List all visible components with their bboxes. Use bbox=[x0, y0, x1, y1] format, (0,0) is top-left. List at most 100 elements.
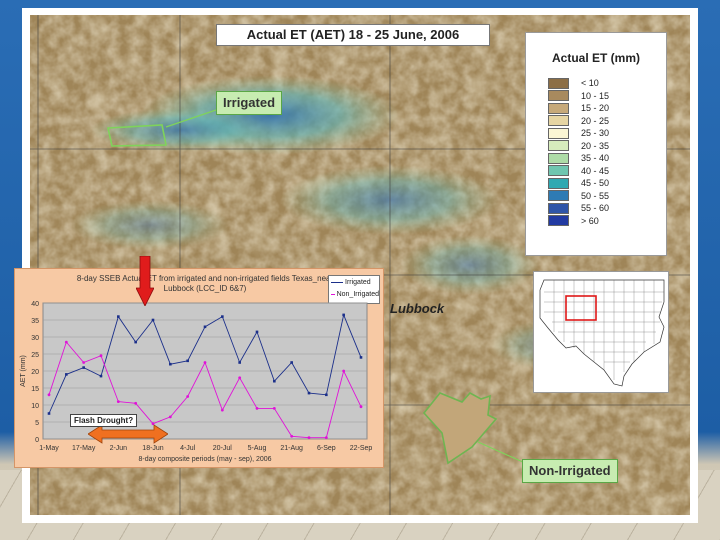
legend-swatch bbox=[548, 140, 569, 152]
chart-panel: 8-day SSEB Actual ET from irrigated and … bbox=[14, 268, 384, 468]
data-point bbox=[82, 366, 85, 369]
data-point bbox=[342, 369, 346, 373]
map-legend: Actual ET (mm) < 10 10 - 15 15 - 20 20 - 25… bbox=[525, 32, 667, 256]
x-tick-label: 21-Aug bbox=[280, 445, 303, 452]
legend-swatch bbox=[548, 152, 569, 164]
data-point bbox=[272, 407, 276, 410]
legend-label: 40 - 45 bbox=[581, 165, 610, 176]
legend-list: < 10 10 - 15 15 - 20 20 - 25 25 - 30 20 - 35 3… bbox=[548, 77, 609, 227]
x-tick-label: 2-Jun bbox=[110, 445, 128, 452]
map-title: Actual ET (AET) 18 - 25 June, 2006 bbox=[216, 24, 490, 46]
legend-label: 10 - 15 bbox=[581, 90, 610, 101]
legend-swatch bbox=[548, 202, 569, 214]
flash-drought-label: Flash Drought? bbox=[70, 414, 138, 427]
y-tick-label: 0 bbox=[35, 437, 39, 444]
y-tick-label: 25 bbox=[31, 352, 39, 359]
legend-irrigated: Irrigated bbox=[329, 276, 379, 288]
red-arrow-icon bbox=[136, 256, 154, 306]
legend-swatch bbox=[548, 215, 569, 227]
lubbock-label: Lubbock bbox=[390, 301, 445, 316]
legend-item: 20 - 35 bbox=[548, 140, 609, 153]
data-point bbox=[220, 408, 224, 412]
legend-label: 15 - 20 bbox=[581, 103, 610, 114]
data-point bbox=[255, 407, 259, 410]
x-tick-label: 1-May bbox=[39, 445, 59, 452]
chart-title: 8-day SSEB Actual ET from irrigated and … bbox=[76, 274, 334, 293]
data-point bbox=[117, 315, 120, 318]
legend-swatch bbox=[548, 115, 569, 127]
legend-swatch bbox=[548, 90, 569, 102]
data-point bbox=[255, 330, 259, 334]
legend-item: 10 - 15 bbox=[548, 90, 609, 103]
legend-label: 45 - 50 bbox=[581, 178, 610, 189]
data-point bbox=[134, 340, 137, 344]
data-point bbox=[238, 361, 241, 364]
legend-item: 35 - 40 bbox=[548, 152, 609, 165]
legend-label: 55 - 60 bbox=[581, 203, 610, 214]
legend-label: > 60 bbox=[581, 215, 599, 226]
legend-item: 15 - 20 bbox=[548, 102, 609, 115]
legend-item: 55 - 60 bbox=[548, 202, 609, 215]
data-point bbox=[186, 395, 190, 398]
legend-item: < 10 bbox=[548, 77, 609, 90]
y-axis-label: AET (mm) bbox=[20, 355, 27, 387]
data-point bbox=[290, 361, 293, 364]
x-tick-label: 18-Jun bbox=[142, 445, 164, 452]
data-point bbox=[359, 356, 363, 359]
data-point bbox=[186, 359, 189, 363]
y-tick-label: 15 bbox=[31, 386, 39, 393]
legend-swatch bbox=[548, 127, 569, 139]
data-point bbox=[116, 400, 120, 403]
data-point bbox=[168, 415, 172, 419]
irrigated-field bbox=[107, 124, 167, 147]
legend-label: < 10 bbox=[581, 78, 599, 89]
data-point bbox=[203, 325, 207, 329]
y-tick-label: 30 bbox=[31, 335, 39, 342]
y-tick-label: 40 bbox=[31, 301, 39, 308]
data-point bbox=[99, 374, 103, 378]
legend-label: 35 - 40 bbox=[581, 153, 610, 164]
x-tick-label: 4-Jul bbox=[180, 445, 196, 452]
x-tick-label: 20-Jul bbox=[213, 445, 233, 452]
legend-item: > 60 bbox=[548, 215, 609, 228]
data-point bbox=[359, 405, 363, 409]
legend-non-irrigated: Non_Irrigated bbox=[329, 288, 379, 300]
legend-label: 20 - 25 bbox=[581, 115, 610, 126]
legend-swatch bbox=[548, 190, 569, 202]
data-point bbox=[342, 313, 345, 317]
y-tick-label: 35 bbox=[31, 318, 39, 325]
texas-outline bbox=[539, 279, 665, 387]
legend-item: 50 - 55 bbox=[548, 190, 609, 203]
data-point bbox=[65, 373, 68, 376]
x-tick-label: 6-Sep bbox=[317, 445, 336, 452]
data-point bbox=[169, 362, 172, 366]
irrigated-callout: Irrigated bbox=[216, 91, 283, 115]
legend-swatch bbox=[548, 77, 569, 89]
legend-label: 20 - 35 bbox=[581, 140, 610, 151]
data-point bbox=[151, 318, 155, 322]
legend-label: 50 - 55 bbox=[581, 190, 610, 201]
data-point bbox=[203, 361, 207, 364]
y-tick-label: 10 bbox=[31, 403, 39, 410]
legend-swatch bbox=[548, 102, 569, 114]
locator-highlight bbox=[565, 295, 597, 321]
data-point bbox=[221, 315, 224, 318]
data-point bbox=[64, 340, 68, 344]
legend-item: 20 - 25 bbox=[548, 115, 609, 128]
x-tick-label: 5-Aug bbox=[248, 445, 267, 452]
data-point bbox=[47, 393, 51, 397]
y-tick-label: 5 bbox=[35, 420, 39, 427]
data-point bbox=[47, 412, 51, 415]
data-point bbox=[134, 401, 138, 405]
non-irrigated-callout: Non-Irrigated bbox=[522, 459, 618, 483]
data-point bbox=[238, 376, 242, 380]
legend-swatch bbox=[548, 165, 569, 177]
locator-map bbox=[533, 271, 669, 393]
non-irrigated-field bbox=[422, 391, 498, 465]
x-tick-label: 17-May bbox=[72, 445, 96, 452]
data-point bbox=[307, 391, 311, 395]
data-point bbox=[273, 379, 276, 383]
legend-item: 45 - 50 bbox=[548, 177, 609, 190]
legend-item: 25 - 30 bbox=[548, 127, 609, 140]
data-point bbox=[307, 436, 311, 440]
